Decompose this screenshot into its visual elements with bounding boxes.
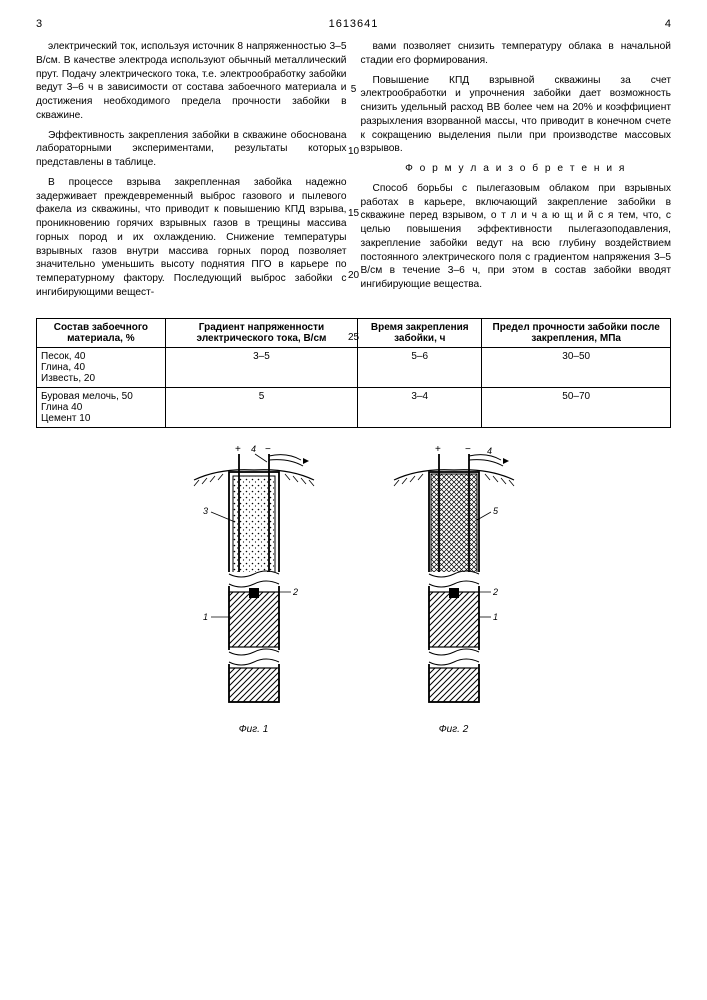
fig1-label: Фиг. 1 <box>179 724 329 735</box>
header-row: 3 1613641 4 <box>36 18 671 30</box>
figure-2: + − 4 5 2 1 Фиг. 2 <box>379 442 529 735</box>
col1-p2: Эффективность закрепления забойки в сква… <box>36 129 347 170</box>
page-right: 4 <box>665 18 671 30</box>
label-minus2: − <box>465 444 471 455</box>
fig1-svg: + − 4 3 1 2 <box>179 442 329 722</box>
td-0-2: 5–6 <box>358 347 482 387</box>
col2-p3: Способ борьбы с пылегазовым облаком при … <box>361 182 672 292</box>
th-2: Время закрепления забойки, ч <box>358 318 482 347</box>
label-5: 5 <box>493 506 499 516</box>
label-plus2: + <box>435 444 441 455</box>
th-0: Состав забоечного материала, % <box>37 318 166 347</box>
label-1: 1 <box>203 612 208 622</box>
text-columns: электрический ток, используя источник 8 … <box>36 40 671 306</box>
td-1-0: Буровая мелочь, 50 Глина 40 Цемент 10 <box>37 387 166 427</box>
td-0-0: Песок, 40 Глина, 40 Известь, 20 <box>37 347 166 387</box>
col1-p3: В процессе взрыва закрепленная забойка н… <box>36 176 347 300</box>
table-row: Песок, 40 Глина, 40 Известь, 20 3–5 5–6 … <box>37 347 671 387</box>
th-3: Предел прочности забойки после закреплен… <box>482 318 671 347</box>
td-1-2: 3–4 <box>358 387 482 427</box>
label-2b: 2 <box>492 587 498 597</box>
label-plus: + <box>235 444 241 455</box>
td-1-1: 5 <box>165 387 357 427</box>
figures-row: + − 4 3 1 2 Фиг. 1 <box>36 442 671 735</box>
col2-p2: Повышение КПД взрывной скважины за счет … <box>361 74 672 157</box>
th-1: Градиент напряженности электрического то… <box>165 318 357 347</box>
fig2-label: Фиг. 2 <box>379 724 529 735</box>
fig2-svg: + − 4 5 2 1 <box>379 442 529 722</box>
label-3: 3 <box>203 506 208 516</box>
table-row: Буровая мелочь, 50 Глина 40 Цемент 10 5 … <box>37 387 671 427</box>
line-mark-10: 10 <box>348 146 359 157</box>
label-4b: 4 <box>487 446 492 456</box>
td-1-3: 50–70 <box>482 387 671 427</box>
col1-p1: электрический ток, используя источник 8 … <box>36 40 347 123</box>
label-2: 2 <box>292 587 298 597</box>
line-mark-20: 20 <box>348 270 359 281</box>
line-mark-25: 25 <box>348 332 359 343</box>
column-left: электрический ток, используя источник 8 … <box>36 40 347 306</box>
figure-1: + − 4 3 1 2 Фиг. 1 <box>179 442 329 735</box>
td-0-1: 3–5 <box>165 347 357 387</box>
line-mark-5: 5 <box>351 84 357 95</box>
label-1b: 1 <box>493 612 498 622</box>
label-4: 4 <box>251 444 256 454</box>
label-minus: − <box>265 444 271 455</box>
formula-title: Ф о р м у л а и з о б р е т е н и я <box>361 162 672 176</box>
patent-number: 1613641 <box>42 18 665 30</box>
col2-p1: вами позволяет снизить температуру облак… <box>361 40 672 68</box>
td-0-3: 30–50 <box>482 347 671 387</box>
column-right: вами позволяет снизить температуру облак… <box>361 40 672 306</box>
line-mark-15: 15 <box>348 208 359 219</box>
